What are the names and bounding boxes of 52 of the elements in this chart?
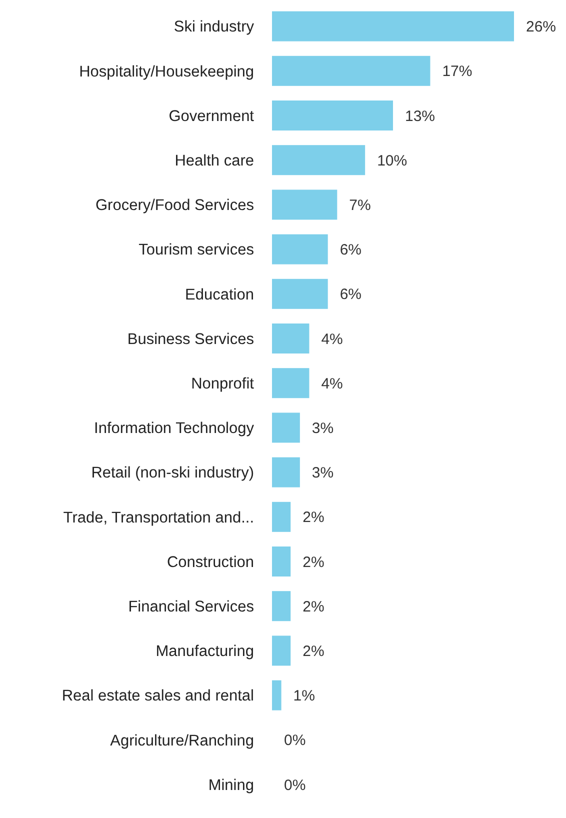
bar: [272, 100, 393, 130]
y-tick-label: Trade, Transportation and...: [63, 509, 254, 526]
data-label: 0%: [284, 732, 306, 750]
data-label: 4%: [321, 375, 343, 392]
y-tick-label: Ski industry: [174, 18, 254, 36]
data-label: 13%: [405, 108, 436, 125]
bar: [272, 457, 300, 488]
data-label: 7%: [349, 196, 371, 214]
data-label: 2%: [302, 554, 324, 571]
y-tick-label: Government: [168, 108, 255, 125]
data-label: 2%: [302, 509, 324, 526]
data-label: 1%: [293, 688, 315, 705]
y-tick-label: Health care: [174, 152, 254, 170]
data-label: 3%: [312, 464, 334, 482]
bar: [272, 680, 282, 710]
y-tick-label: Agriculture/Ranching: [110, 732, 254, 750]
y-tick-label: Nonprofit: [191, 376, 255, 393]
bar: [272, 190, 338, 220]
y-tick-label: Mining: [208, 776, 254, 794]
bar: [272, 502, 291, 532]
data-label: 2%: [302, 598, 324, 616]
y-tick-label: Information Technology: [94, 420, 254, 438]
bar: [272, 145, 366, 176]
data-label: 26%: [526, 18, 556, 36]
y-tick-label: Manufacturing: [156, 643, 254, 660]
y-tick-label: Financial Services: [128, 598, 254, 616]
data-label: 3%: [312, 420, 334, 437]
y-tick-label: Business Services: [127, 330, 254, 348]
bar: [272, 234, 328, 264]
bar: [272, 591, 291, 622]
bar: [272, 56, 430, 86]
bar: [272, 412, 300, 443]
y-tick-label: Hospitality/Housekeeping: [79, 63, 254, 80]
bar: [272, 11, 514, 42]
data-label: 0%: [284, 776, 306, 794]
bar: [272, 278, 328, 309]
data-label: 6%: [340, 286, 362, 304]
data-label: 10%: [377, 152, 408, 170]
y-tick-label: Education: [185, 286, 254, 304]
y-tick-label: Construction: [166, 554, 254, 571]
bar: [272, 368, 310, 398]
y-tick-label: Retail (non-ski industry): [91, 464, 254, 482]
bar: [272, 546, 291, 576]
data-label: 4%: [321, 330, 343, 348]
y-tick-label: Tourism services: [138, 242, 254, 259]
bar: [272, 324, 310, 354]
bar: [272, 636, 291, 666]
y-tick-label: Grocery/Food Services: [96, 197, 254, 214]
data-label: 6%: [340, 242, 362, 259]
data-label: 2%: [302, 642, 324, 660]
y-tick-label: Real estate sales and rental: [62, 688, 254, 705]
data-label: 17%: [442, 63, 472, 80]
